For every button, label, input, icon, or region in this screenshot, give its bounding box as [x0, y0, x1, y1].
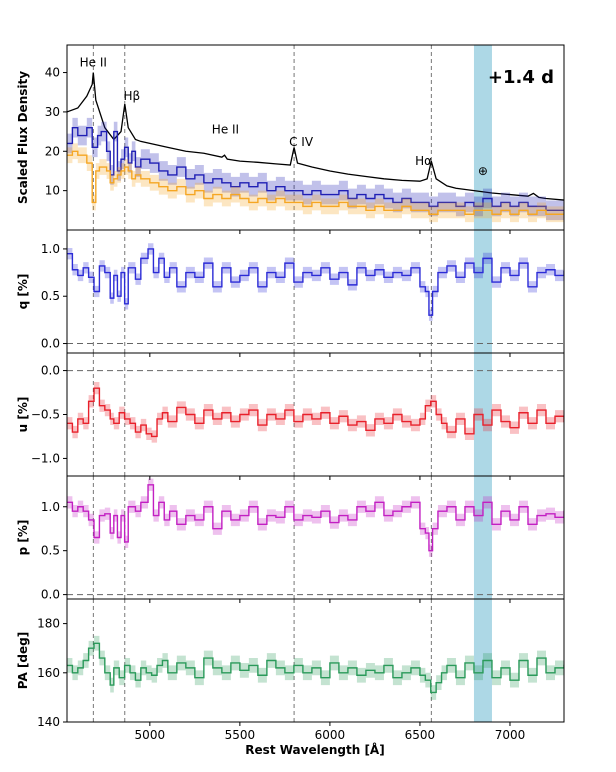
y-tick-label: 160: [37, 666, 60, 680]
x-tick-label: 7000: [495, 728, 526, 742]
error-band-orange: [67, 143, 564, 223]
line-annotation: C IV: [289, 135, 314, 149]
x-tick-label: 6500: [405, 728, 436, 742]
y-tick-label: 1.0: [41, 242, 60, 256]
line-annotation: ⊕: [478, 164, 488, 178]
panels-layer: 10 20 30 40 Scaled Flux Density He II Hβ He II C…: [16, 44, 565, 742]
panel-pa: 140 160 180 5000 5500 6000 6500 7000 PA [deg]: [16, 598, 565, 742]
y-tick-label: 140: [37, 715, 60, 729]
y-tick-label: −0.5: [31, 408, 60, 422]
y-axis-label-p: p [%]: [16, 520, 30, 556]
panel-p: 0.0 0.5 1.0 p [%]: [16, 475, 565, 603]
series-group: [67, 243, 564, 321]
y-tick-label: 40: [45, 66, 60, 80]
y-tick-label: 1.0: [41, 500, 60, 514]
series-u: [67, 387, 564, 438]
error-band-q: [67, 243, 564, 321]
series-group: [67, 381, 564, 443]
y-axis-label-flux: Scaled Flux Density: [16, 71, 30, 204]
x-tick-label: 6000: [315, 728, 346, 742]
y-tick-label: 20: [45, 144, 60, 158]
panel-frame: [66, 598, 565, 723]
y-axis-label-q: q [%]: [16, 274, 30, 310]
x-axis-label: Rest Wavelength [Å]: [245, 742, 384, 757]
series-group: [67, 478, 564, 557]
telluric-band: [473, 476, 492, 599]
x-tick-label: 5000: [135, 728, 166, 742]
series-blue: [67, 126, 564, 212]
y-tick-label: 30: [45, 105, 60, 119]
epoch-label: +1.4 d: [488, 67, 554, 88]
y-tick-label: −1.0: [31, 451, 60, 465]
y-tick-label: 0.5: [41, 289, 60, 303]
series-p: [67, 484, 564, 552]
y-tick-label: 180: [37, 617, 60, 631]
panel-q: 0.0 0.5 1.0 q [%]: [16, 229, 565, 357]
error-band-blue: [67, 117, 564, 221]
panel-flux: 10 20 30 40 Scaled Flux Density He II Hβ He II C…: [16, 44, 565, 234]
series-group: [67, 635, 564, 700]
telluric-band: [473, 45, 492, 230]
y-tick-label: 0.0: [41, 588, 60, 602]
line-annotation: Hα: [415, 154, 432, 168]
telluric-band: [473, 230, 492, 353]
line-annotation: He II: [80, 56, 107, 70]
y-axis-label-u: u [%]: [16, 397, 30, 433]
series-q: [67, 248, 564, 316]
series-pa: [67, 642, 564, 694]
series-orange: [67, 150, 564, 215]
y-tick-label: 10: [45, 184, 60, 198]
panel-u: −1.0 −0.5 0.0 u [%]: [16, 352, 565, 480]
y-tick-label: 0.0: [41, 337, 60, 351]
y-tick-label: 0.0: [41, 364, 60, 378]
line-annotation: Hβ: [123, 89, 140, 103]
y-tick-label: 0.5: [41, 544, 60, 558]
series-group: [67, 72, 564, 223]
line-annotation: He II: [212, 123, 239, 137]
x-tick-label: 5500: [225, 728, 256, 742]
y-axis-label-pa: PA [deg]: [16, 632, 30, 689]
